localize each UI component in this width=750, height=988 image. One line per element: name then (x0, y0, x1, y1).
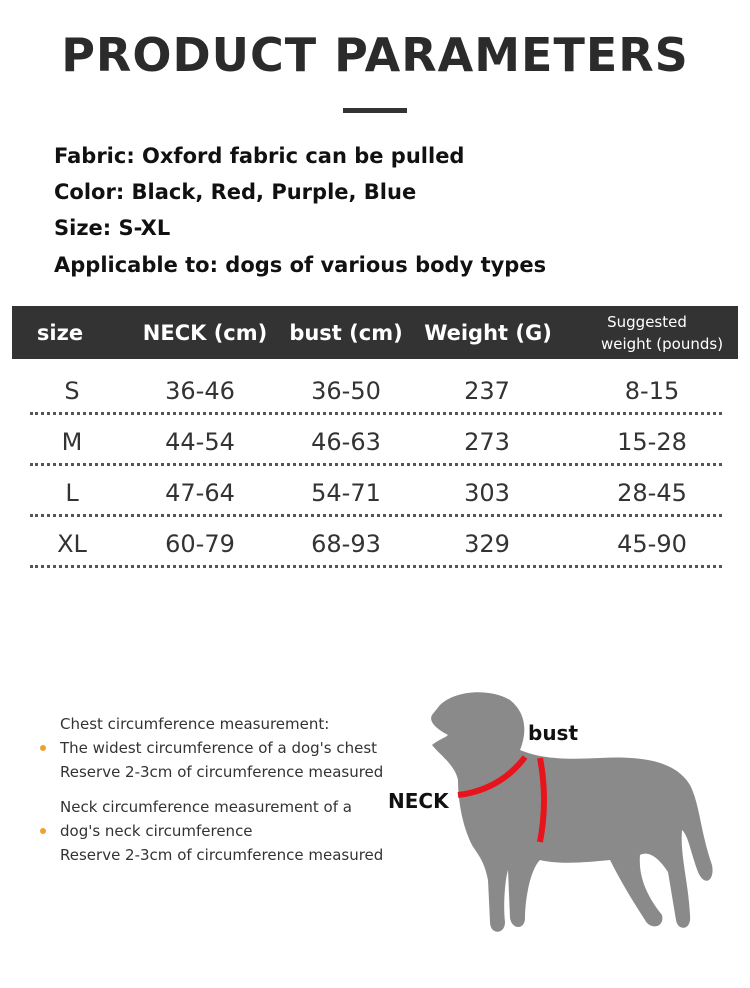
header-suggested-weight: Suggested weight (pounds) (601, 306, 723, 359)
header-neck: NECK (cm) (142, 320, 268, 345)
chest-note-line: Chest circumference measurement: (60, 715, 330, 733)
table-cell: 303 (464, 479, 510, 507)
neck-note-line: dog's neck circumference (60, 822, 253, 840)
bullet-icon (40, 745, 46, 751)
bust-label: bust (528, 721, 579, 745)
bust-strap (537, 757, 547, 843)
header-size: size (36, 320, 84, 345)
chest-note: Chest circumference measurement: The wid… (60, 712, 383, 784)
table-cell: XL (57, 530, 87, 558)
table-cell: 45-90 (617, 530, 687, 558)
bullet-icon (40, 828, 46, 834)
neck-note-line: Reserve 2-3cm of circumference measured (60, 846, 384, 864)
table-row: M 44-54 46-63 273 15-28 (0, 417, 750, 468)
table-row: L 47-64 54-71 303 28-45 (0, 468, 750, 519)
table-cell: 46-63 (311, 428, 381, 456)
neck-strap (457, 755, 528, 798)
spec-size: Size: S-XL (54, 216, 171, 240)
table-cell: 36-50 (311, 377, 381, 405)
row-divider (30, 412, 722, 415)
spec-fabric: Fabric: Oxford fabric can be pulled (54, 144, 465, 168)
header-suggested-line2: weight (pounds) (600, 334, 724, 353)
chest-note-line: Reserve 2-3cm of circumference measured (60, 763, 384, 781)
header-suggested-line1: Suggested (607, 312, 687, 331)
row-divider (30, 463, 722, 466)
row-divider (30, 565, 722, 568)
table-cell: S (64, 377, 80, 405)
table-cell: 60-79 (165, 530, 235, 558)
table-cell: 273 (464, 428, 510, 456)
row-divider (30, 514, 722, 517)
size-table-header: size NECK (cm) bust (cm) Weight (G) Sugg… (12, 306, 738, 359)
neck-note-line: Neck circumference measurement of a (60, 798, 352, 816)
table-cell: 68-93 (311, 530, 381, 558)
table-cell: M (61, 428, 83, 456)
header-bust: bust (cm) (289, 320, 403, 345)
table-cell: 47-64 (165, 479, 235, 507)
table-cell: 54-71 (311, 479, 381, 507)
dog-silhouette-icon (431, 692, 713, 932)
table-cell: 44-54 (165, 428, 235, 456)
spec-color: Color: Black, Red, Purple, Blue (54, 180, 417, 204)
table-cell: 15-28 (617, 428, 687, 456)
neck-note: Neck circumference measurement of a dog'… (60, 795, 383, 867)
table-cell: 8-15 (624, 377, 680, 405)
table-cell: 36-46 (165, 377, 235, 405)
spec-applicable: Applicable to: dogs of various body type… (54, 253, 547, 277)
table-row: XL 60-79 68-93 329 45-90 (0, 519, 750, 570)
table-row: S 36-46 36-50 237 8-15 (0, 366, 750, 417)
chest-note-line: The widest circumference of a dog's ches… (60, 739, 378, 757)
title-divider (343, 108, 407, 113)
table-cell: 28-45 (617, 479, 687, 507)
neck-label: NECK (388, 789, 449, 813)
table-cell: 329 (464, 530, 510, 558)
table-cell: L (65, 479, 79, 507)
header-weight: Weight (G) (424, 320, 552, 345)
table-cell: 237 (464, 377, 510, 405)
page-title: PRODUCT PARAMETERS (61, 28, 689, 82)
